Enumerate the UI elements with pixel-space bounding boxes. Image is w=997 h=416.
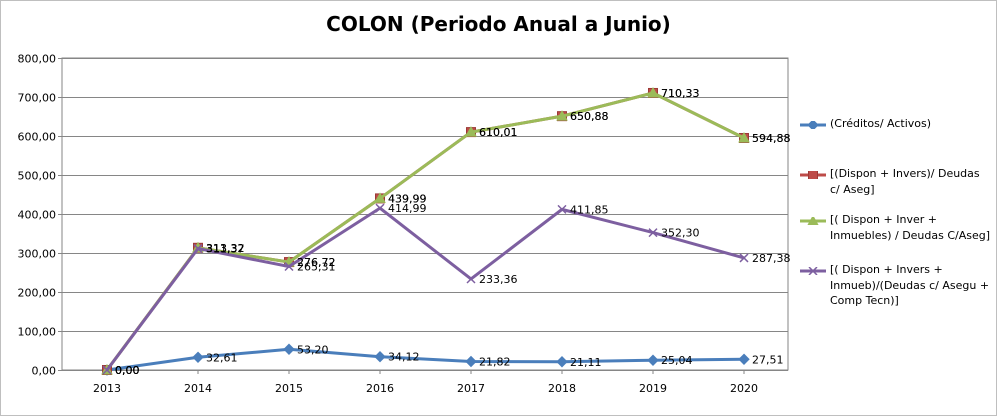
y-tick-label: 600,00 xyxy=(18,131,57,144)
data-label: 650,88 xyxy=(570,110,609,123)
data-label: 414,99 xyxy=(388,202,427,215)
data-point xyxy=(647,86,659,98)
data-label: 311,37 xyxy=(206,243,245,256)
legend-label: [( Dispon + Inver + Inmuebles) / Deudas … xyxy=(830,213,991,242)
data-point xyxy=(193,244,203,254)
data-point xyxy=(375,203,385,213)
data-point xyxy=(283,343,295,355)
legend-label: (Créditos/ Activos) xyxy=(830,117,932,130)
data-point xyxy=(465,355,477,368)
legend-key-diamond xyxy=(800,121,826,129)
data-label: 265,31 xyxy=(297,261,336,274)
y-tick-label: 700,00 xyxy=(18,92,57,105)
y-tick-label: 500,00 xyxy=(18,170,57,183)
data-point xyxy=(808,171,818,179)
data-label: 25,04 xyxy=(661,354,693,367)
data-label: 352,30 xyxy=(661,227,700,240)
data-point xyxy=(284,261,294,272)
y-tick-label: 0,00 xyxy=(32,365,57,378)
data-label: 650,88 xyxy=(570,110,609,123)
x-tick-label: 2015 xyxy=(275,382,303,395)
data-label: 411,85 xyxy=(570,203,609,216)
data-label: 34,12 xyxy=(388,351,420,364)
data-label: 233,36 xyxy=(479,273,518,286)
y-tick-label: 800,00 xyxy=(18,53,57,66)
x-tick-label: 2020 xyxy=(730,382,758,395)
data-label: 0,00 xyxy=(115,364,140,377)
data-label: 594,88 xyxy=(752,132,791,145)
data-label: 276,72 xyxy=(297,256,336,269)
y-tick-label: 400,00 xyxy=(18,209,57,222)
data-point xyxy=(807,217,819,225)
y-tick-label: 100,00 xyxy=(18,326,57,339)
data-point xyxy=(556,356,568,368)
data-point xyxy=(808,267,818,275)
data-label: 610,01 xyxy=(479,126,518,139)
x-tick-label: 2014 xyxy=(184,382,212,395)
data-label: 276,72 xyxy=(297,256,336,269)
data-point xyxy=(807,121,819,129)
data-point xyxy=(647,354,659,366)
legend-key-x xyxy=(800,267,826,275)
series-line xyxy=(105,206,745,371)
data-label: 594,88 xyxy=(752,132,791,145)
data-point xyxy=(557,204,567,214)
data-point xyxy=(192,351,204,363)
x-tick-label: 2019 xyxy=(639,382,667,395)
data-point xyxy=(648,228,658,238)
data-point xyxy=(465,126,477,137)
data-label: 287,38 xyxy=(752,252,791,265)
x-tick-label: 2018 xyxy=(548,382,576,395)
data-label: 0,00 xyxy=(115,364,140,377)
data-label: 0,00 xyxy=(115,364,140,377)
data-label: 313,32 xyxy=(206,242,245,255)
y-tick-label: 200,00 xyxy=(18,287,57,300)
data-label: 439,99 xyxy=(388,192,427,205)
legend-label: [( Dispon + Invers + Inmueb)/(Deudas c/ … xyxy=(830,263,990,307)
data-label: 0,00 xyxy=(115,364,140,377)
data-label: 710,33 xyxy=(661,87,700,100)
data-label: 610,01 xyxy=(479,126,518,139)
legend-key-square xyxy=(800,171,826,179)
data-label: 53,20 xyxy=(297,343,329,356)
data-point xyxy=(374,350,386,363)
series-line xyxy=(106,347,745,372)
data-label: 21,82 xyxy=(479,355,511,368)
data-label: 21,11 xyxy=(570,356,602,369)
chart-title: COLON (Periodo Anual a Junio) xyxy=(326,12,671,36)
y-tick-label: 300,00 xyxy=(18,248,57,261)
x-tick-label: 2013 xyxy=(93,382,121,395)
data-point xyxy=(556,110,568,121)
data-label: 27,51 xyxy=(752,353,784,366)
data-label: 313,32 xyxy=(206,242,245,255)
data-label: 710,33 xyxy=(661,87,700,100)
data-label: 439,99 xyxy=(388,192,427,205)
x-tick-label: 2017 xyxy=(457,382,485,395)
data-point xyxy=(102,365,112,375)
legend-label: [(Dispon + Invers)/ Deudas c/ Aseg] xyxy=(830,167,980,196)
data-point xyxy=(738,353,750,365)
x-tick-label: 2016 xyxy=(366,382,394,395)
legend-key-triangle xyxy=(800,217,826,225)
data-point xyxy=(466,274,476,284)
data-point xyxy=(739,253,749,263)
data-label: 32,61 xyxy=(206,351,238,364)
data-point xyxy=(374,192,386,203)
data-point xyxy=(738,131,750,143)
